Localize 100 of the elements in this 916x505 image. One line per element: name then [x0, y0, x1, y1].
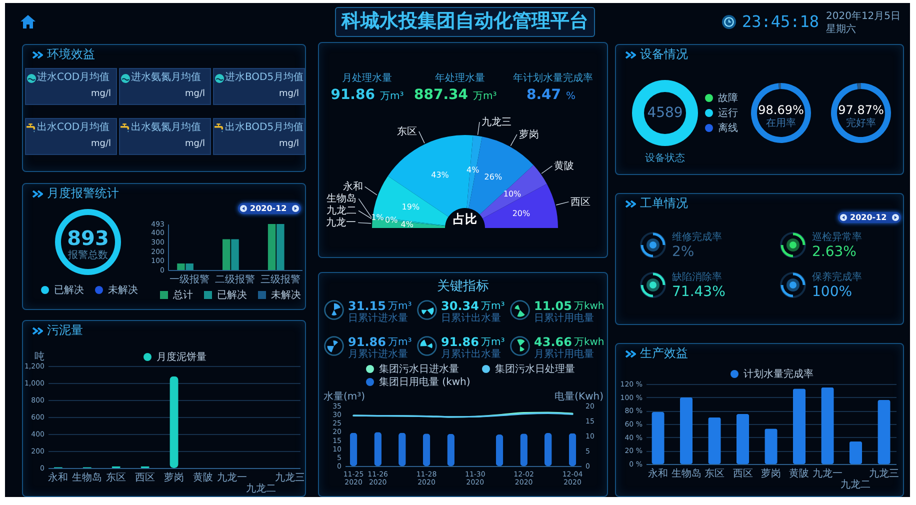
text: 万m³ — [380, 91, 404, 102]
text: 日累计进水量 — [348, 313, 408, 324]
text: 887.34 — [414, 87, 468, 103]
donut-slice — [856, 83, 861, 90]
legend-label: 集团污水日进水量 — [379, 363, 459, 375]
text: 2020-12 — [250, 204, 287, 212]
text: 100% — [812, 284, 852, 300]
x-tick-label: 九龙一 — [216, 472, 247, 484]
text: 日累计出水量 — [441, 313, 501, 324]
text: 出水氨氮月均值 — [131, 122, 201, 133]
text: 进水COD月均值 — [37, 72, 110, 83]
chart-title: 污泥量 — [47, 323, 83, 337]
bar — [186, 263, 194, 270]
text: 2% — [672, 244, 694, 260]
text: 23:45:18 — [742, 12, 820, 31]
y-axis-title: 水量(m³) — [324, 390, 366, 402]
bar — [276, 224, 284, 270]
data-label: 43% — [431, 170, 450, 180]
text: 设备状态 — [645, 152, 685, 164]
bar — [821, 387, 834, 464]
text: 30.34 — [441, 299, 479, 313]
y2-axis-title: 电量(Kwh) — [554, 390, 604, 402]
text: 万kwh — [574, 337, 604, 348]
bar — [878, 400, 890, 464]
x-tick-label: 二级报警 — [215, 274, 255, 286]
text: 完好率 — [846, 117, 876, 129]
text: 万m³ — [480, 301, 505, 312]
bar — [222, 239, 230, 270]
slice-label: 九龙一 — [326, 216, 356, 229]
bar — [792, 388, 806, 464]
text: mg/l — [184, 139, 205, 149]
data-label: 10% — [503, 189, 522, 198]
x-tick-label: 九龙三 — [274, 472, 305, 484]
text: 71.43% — [672, 284, 726, 300]
text: 巡检异常率 — [812, 232, 862, 243]
x-tick-label: 生物岛 — [671, 468, 702, 480]
text: 0% — [385, 216, 398, 225]
slice-label: 东区 — [396, 125, 417, 138]
text: 月累计用电量 — [534, 349, 594, 360]
text: 日累计用电量 — [534, 313, 594, 324]
legend-label: 未解决 — [271, 289, 301, 301]
y-axis-title: 吨 — [34, 350, 44, 362]
data-label: 20% — [512, 208, 531, 218]
data-label: 19% — [402, 202, 420, 212]
bar — [170, 376, 178, 468]
text: 科城水投集团自动化管理平台 — [342, 10, 588, 32]
text: 进水BOD5月均值 — [225, 72, 304, 83]
text: 万m³ — [388, 337, 412, 348]
chart-title: 生产效益 — [640, 346, 688, 360]
bar — [680, 397, 693, 464]
text: 2020年12月5日 — [826, 11, 901, 22]
legend-label: 集团污水日处理量 — [495, 363, 575, 375]
text: 2.63% — [812, 244, 856, 260]
text: mg/l — [90, 89, 111, 99]
legend-label: 九龙二 — [326, 204, 357, 217]
data-label: 97.87% — [838, 103, 884, 117]
slice-label: 萝岗 — [518, 128, 539, 140]
x-tick-label: 西区 — [135, 472, 156, 484]
legend-label: 已解决 — [217, 289, 247, 301]
x-tick-label: 萝岗 — [164, 472, 184, 484]
slice-label: 永和 — [342, 180, 363, 193]
text: 8.47 — [526, 87, 561, 103]
text: 91.86 — [348, 335, 386, 349]
text: 保养完成率 — [812, 272, 862, 283]
text: 91.86 — [441, 335, 479, 349]
text: 缺陷消除率 — [672, 272, 722, 283]
text: 万kwh — [574, 301, 604, 312]
text: 出水COD月均值 — [37, 122, 110, 133]
donut-slice — [751, 83, 811, 143]
bar — [268, 224, 276, 270]
x-tick-label: 西区 — [732, 468, 753, 480]
text: 报警总数 — [67, 249, 108, 261]
bar — [231, 239, 239, 270]
bar — [764, 428, 778, 464]
x-tick-label: 永和 — [48, 472, 68, 484]
slice-label: 生物岛 — [326, 192, 357, 205]
text: 11.05 — [534, 299, 572, 313]
text: 月累计出水量 — [441, 349, 501, 360]
legend-label: 未解决 — [108, 284, 138, 296]
x-tick-label: 九龙一 — [812, 468, 842, 480]
bar — [652, 412, 664, 464]
bar — [708, 417, 721, 464]
legend-label: 集团日用电量 (kwh) — [379, 376, 470, 388]
text: 月处理水量 — [342, 73, 392, 84]
text: 年处理水量 — [435, 73, 485, 84]
data-label: 4% — [466, 166, 480, 175]
text: 进水氨氮月均值 — [131, 72, 201, 83]
text: 工单情况 — [640, 196, 688, 210]
text: 环境效益 — [47, 47, 95, 61]
x-tick-label: 东区 — [106, 472, 126, 484]
x-tick-label: 萝岗 — [761, 468, 781, 480]
text: 91.86 — [330, 87, 375, 103]
text: % — [566, 91, 576, 102]
x-tick-label: 九龙三 — [868, 468, 899, 480]
text: 31.15 — [348, 299, 386, 313]
text: 占比 — [453, 212, 477, 226]
chart-title: 设备情况 — [640, 47, 688, 61]
data-label: 26% — [484, 172, 502, 182]
text: 月累计进水量 — [348, 349, 408, 360]
data-label: 4% — [400, 220, 414, 230]
